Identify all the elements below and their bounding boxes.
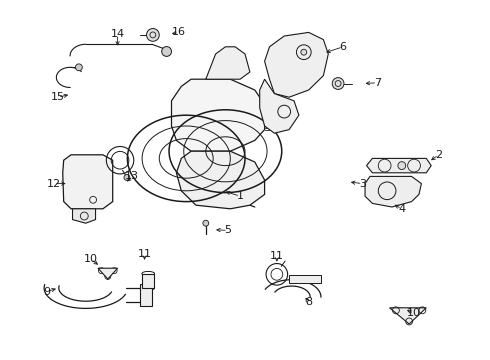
Circle shape <box>75 64 82 71</box>
Text: 9: 9 <box>43 287 50 297</box>
Text: 4: 4 <box>398 204 405 214</box>
Text: 1: 1 <box>237 191 244 201</box>
Text: 8: 8 <box>305 297 312 307</box>
Polygon shape <box>260 79 299 133</box>
Polygon shape <box>390 308 426 324</box>
Text: 13: 13 <box>125 171 139 181</box>
Text: 16: 16 <box>172 27 186 37</box>
Text: 10: 10 <box>407 308 421 318</box>
Polygon shape <box>142 274 154 288</box>
Polygon shape <box>265 32 328 97</box>
Circle shape <box>301 49 307 55</box>
Text: 2: 2 <box>435 150 442 160</box>
Text: 11: 11 <box>270 251 284 261</box>
Text: 14: 14 <box>111 29 124 39</box>
Text: 7: 7 <box>374 78 381 88</box>
Polygon shape <box>206 47 250 79</box>
Circle shape <box>162 46 172 57</box>
Text: 3: 3 <box>359 179 366 189</box>
Polygon shape <box>140 284 152 306</box>
Polygon shape <box>98 268 118 279</box>
Polygon shape <box>63 155 113 209</box>
Text: 5: 5 <box>224 225 231 235</box>
Polygon shape <box>73 209 96 223</box>
Circle shape <box>332 78 344 89</box>
Text: 15: 15 <box>51 92 65 102</box>
Text: 11: 11 <box>138 249 151 259</box>
Circle shape <box>124 175 130 180</box>
Circle shape <box>398 162 406 170</box>
Polygon shape <box>365 176 421 207</box>
Text: 6: 6 <box>340 42 346 52</box>
Polygon shape <box>367 158 431 173</box>
Polygon shape <box>289 275 321 283</box>
Polygon shape <box>176 151 265 209</box>
Text: 12: 12 <box>47 179 61 189</box>
Circle shape <box>203 220 209 226</box>
Polygon shape <box>172 79 265 151</box>
Circle shape <box>147 28 159 41</box>
Text: 10: 10 <box>84 254 98 264</box>
